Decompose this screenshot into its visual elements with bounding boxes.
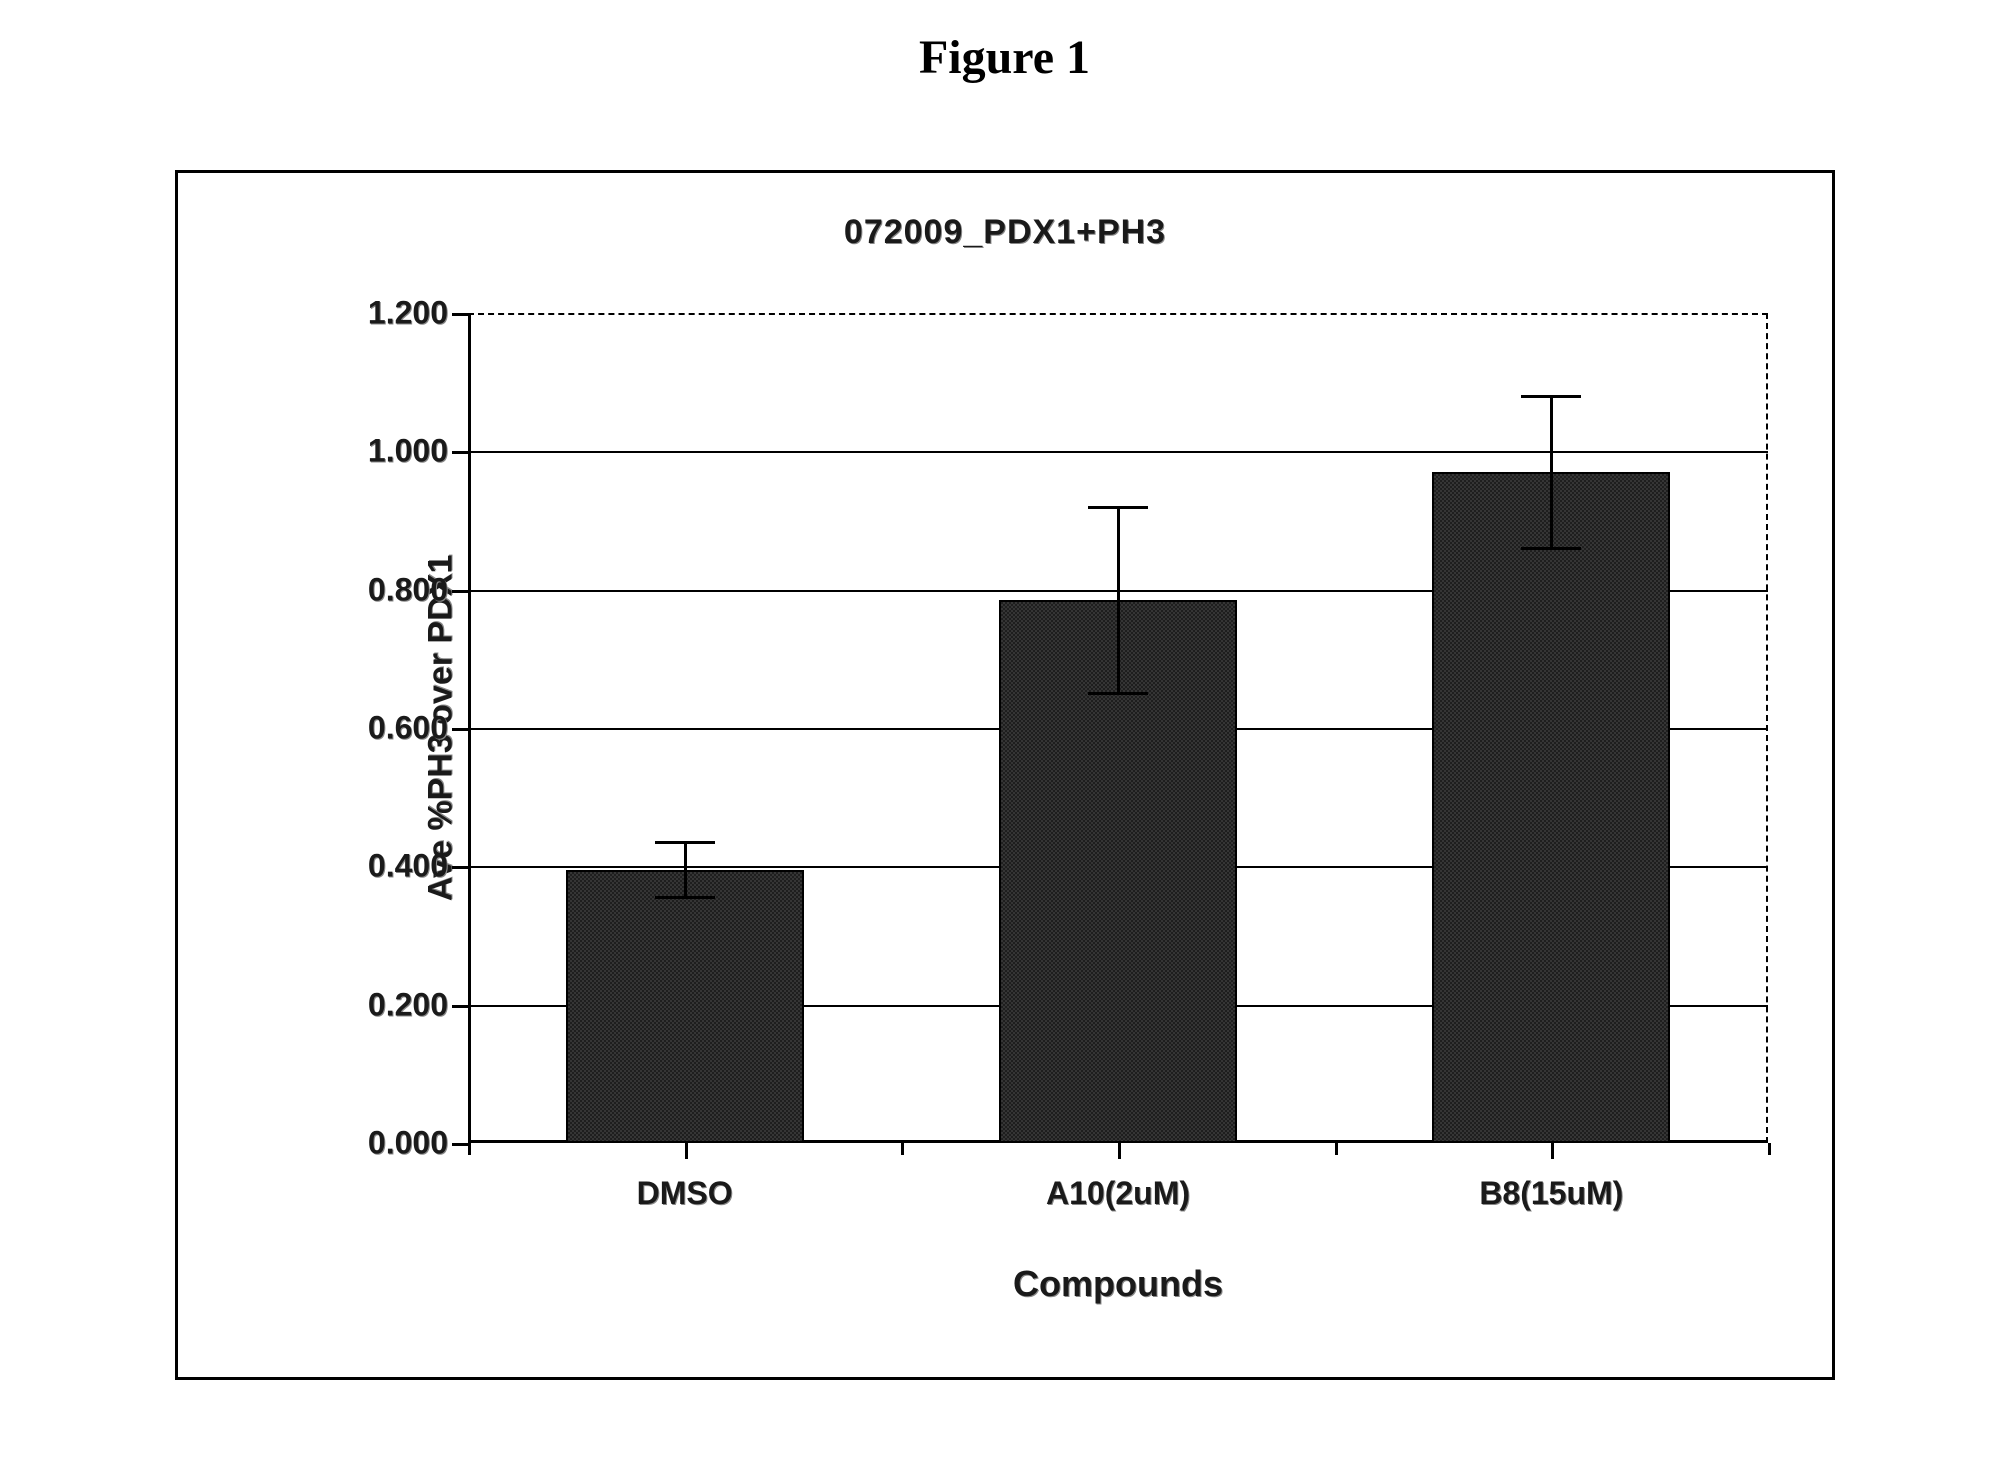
- y-tick-label: 0.000: [368, 1125, 448, 1162]
- y-tick-label: 0.400: [368, 848, 448, 885]
- error-cap-top: [655, 841, 715, 844]
- y-tick: [452, 451, 468, 454]
- y-tick-label: 1.000: [368, 433, 448, 470]
- gridline: [468, 451, 1768, 453]
- error-cap-bottom: [1521, 547, 1581, 550]
- error-cap-top: [1088, 506, 1148, 509]
- y-tick-label: 0.600: [368, 710, 448, 747]
- y-tick: [452, 1005, 468, 1008]
- y-tick-label: 1.200: [368, 295, 448, 332]
- y-tick: [452, 866, 468, 869]
- x-tick: [685, 1143, 688, 1159]
- error-cap-top: [1521, 395, 1581, 398]
- bar: [1432, 472, 1670, 1143]
- plot-area: Ave %PH3 over PDX1 Compounds 0.0000.2000…: [468, 313, 1768, 1143]
- x-tick: [1551, 1143, 1554, 1159]
- y-tick-label: 0.200: [368, 986, 448, 1023]
- x-tick-edge: [1335, 1143, 1338, 1155]
- y-tick: [452, 1143, 468, 1146]
- y-tick: [452, 590, 468, 593]
- error-bar: [1550, 396, 1553, 548]
- x-tick-label: DMSO: [637, 1175, 733, 1212]
- y-tick: [452, 728, 468, 731]
- chart-title: 072009_PDX1+PH3: [844, 213, 1166, 252]
- error-cap-bottom: [1088, 692, 1148, 695]
- x-tick-edge: [901, 1143, 904, 1155]
- error-bar: [684, 842, 687, 897]
- x-tick-edge: [468, 1143, 471, 1155]
- x-axis-title: Compounds: [1013, 1263, 1223, 1305]
- y-tick-label: 0.800: [368, 571, 448, 608]
- plot-top-border: [468, 313, 1768, 315]
- x-tick-label: A10(2uM): [1046, 1175, 1190, 1212]
- x-tick-edge: [1768, 1143, 1771, 1155]
- chart-container: 072009_PDX1+PH3 Ave %PH3 over PDX1 Compo…: [175, 170, 1835, 1380]
- y-tick: [452, 313, 468, 316]
- bar: [566, 870, 804, 1143]
- x-tick-label: B8(15uM): [1479, 1175, 1623, 1212]
- error-bar: [1117, 507, 1120, 694]
- figure-title: Figure 1: [919, 30, 1090, 85]
- error-cap-bottom: [655, 896, 715, 899]
- x-tick: [1118, 1143, 1121, 1159]
